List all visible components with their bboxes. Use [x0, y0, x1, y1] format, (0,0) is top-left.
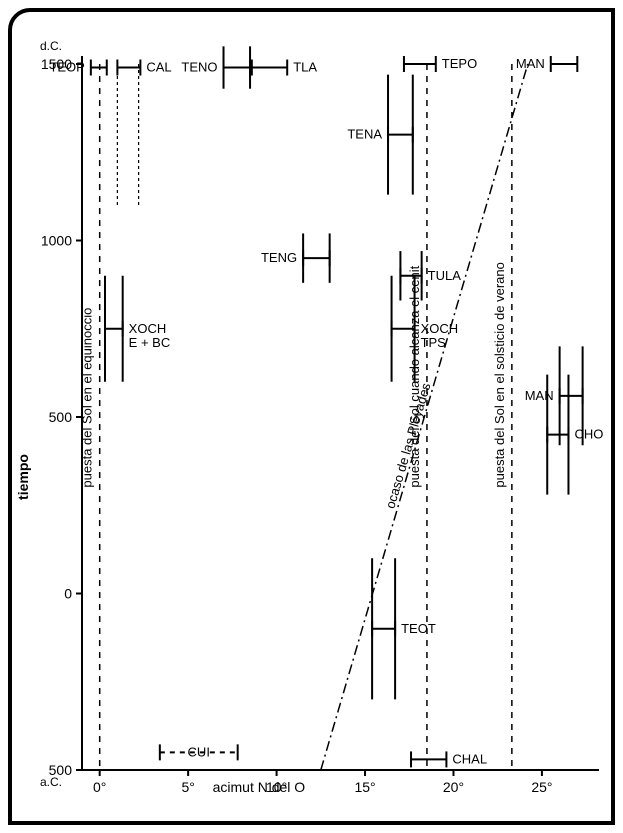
chart-frame: 500050010001500d.C.a.C.tiempo0°5°10°15°2… [0, 0, 623, 833]
outer-border [8, 8, 615, 825]
